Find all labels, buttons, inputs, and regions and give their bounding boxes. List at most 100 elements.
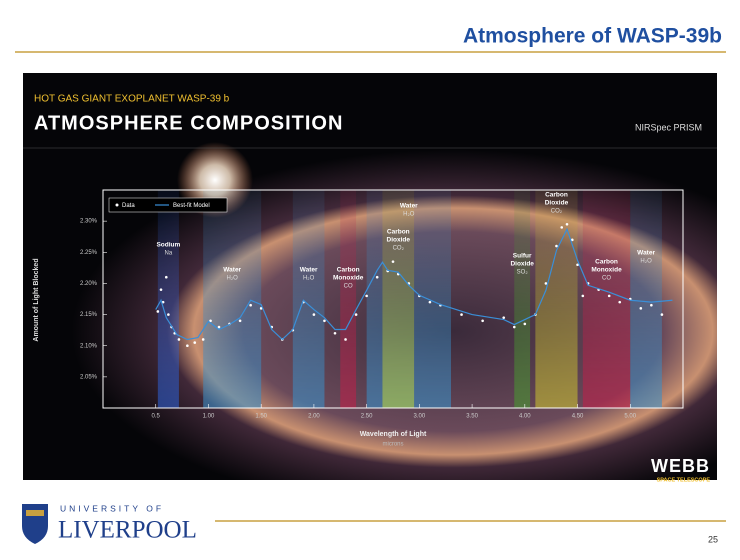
data-point [618,300,622,304]
x-tick-label: 3.00 [414,414,426,420]
data-point [186,344,189,348]
data-point [238,319,242,323]
data-point [660,313,664,316]
data-point [217,325,221,329]
data-point [581,294,585,298]
feature-band [203,190,262,408]
instrument: NIRSpec PRISM [635,122,702,132]
x-tick-label: 2.00 [308,414,320,420]
data-point [375,275,379,279]
feature-label: Carbon [595,259,618,266]
feature-label: Water [223,267,241,274]
feature-formula: CO₂ [393,246,405,252]
x-axis-unit: microns [382,442,403,448]
y-tick-label: 2.25% [80,250,98,256]
feature-label: Dioxide [545,200,569,207]
feature-band [630,190,662,408]
data-point [161,300,165,304]
data-point [259,307,263,310]
feature-label: Water [300,267,318,274]
feature-label: Dioxide [387,237,411,244]
feature-formula: H₂O [227,276,239,282]
chart-kicker: HOT GAS GIANT EXOPLANET WASP-39 b [34,94,230,105]
feature-label: Sulfur [513,253,532,260]
data-point [323,319,326,323]
logo-top: UNIVERSITY OF [60,503,164,513]
data-point [544,282,548,285]
data-point [560,226,564,229]
feature-band [382,190,415,408]
data-point [391,260,395,263]
x-axis-label: Wavelength of Light [360,431,427,438]
x-tick-label: 5.00 [624,414,636,420]
slide-title: Atmosphere of WASP-39b [463,25,722,48]
brand-name: WEBB [651,456,710,476]
logo-bottom: LIVERPOOL [58,517,197,544]
y-tick-label: 2.20% [80,281,98,287]
page-number: 25 [708,534,718,544]
data-point [312,313,316,316]
feature-label: Carbon [337,267,360,274]
data-point [354,313,358,316]
data-point [481,319,484,323]
feature-label: Carbon [387,229,410,236]
data-point [177,338,181,341]
feature-formula: SO₂ [517,270,529,276]
data-point [460,313,463,316]
feature-band [582,190,631,408]
x-tick-label: 0.5 [152,414,161,420]
data-point [523,322,527,326]
data-point [344,338,347,341]
feature-formula: CO [602,276,611,282]
data-point [156,310,160,313]
data-point [167,313,170,316]
x-tick-label: 3.50 [466,414,478,420]
feature-band [157,190,179,408]
data-point [333,331,337,335]
feature-formula: CO₂ [551,209,563,215]
x-tick-label: 4.00 [519,414,531,420]
data-point [365,294,368,298]
plot-frame [102,189,684,409]
data-point [565,222,569,226]
data-point [570,238,574,242]
feature-formula: H₂O [640,259,652,265]
data-point [576,263,579,267]
feature-band [340,190,357,408]
feature-label: Water [637,250,655,257]
feature-label: Carbon [545,192,568,199]
feature-label: Monoxide [591,267,622,274]
data-point [164,275,168,279]
legend-label: Data [122,203,135,209]
university-logo: UNIVERSITY OF LIVERPOOL [22,503,197,544]
brand-sub: SPACE TELESCOPE [657,477,711,483]
data-point [159,288,163,291]
legend-label: Best-fit Model [173,203,210,209]
feature-label: Sodium [156,242,180,249]
x-tick-label: 1.50 [255,414,267,420]
feature-formula: H₂O [303,276,315,282]
feature-formula: H₂O [403,212,415,218]
x-tick-label: 4.50 [572,414,584,420]
data-point [193,341,197,344]
y-tick-label: 2.15% [80,312,98,318]
chart-title: ATMOSPHERE COMPOSITION [34,112,343,134]
data-point [555,244,558,248]
data-point [249,303,252,307]
y-tick-label: 2.30% [80,219,98,225]
y-tick-label: 2.05% [80,374,98,380]
x-tick-label: 1.00 [203,414,215,420]
feature-formula: CO [344,284,353,290]
data-point [428,300,432,304]
crest-band [26,510,44,516]
data-point [209,319,212,323]
legend-swatch [115,203,119,207]
model-line [155,227,673,341]
y-axis-label: Amount of Light Blocked [33,258,40,341]
data-point [502,316,506,319]
feature-label: Dioxide [510,261,534,268]
data-point [201,338,205,341]
feature-bands [157,190,662,408]
feature-label: Monoxide [333,275,364,282]
